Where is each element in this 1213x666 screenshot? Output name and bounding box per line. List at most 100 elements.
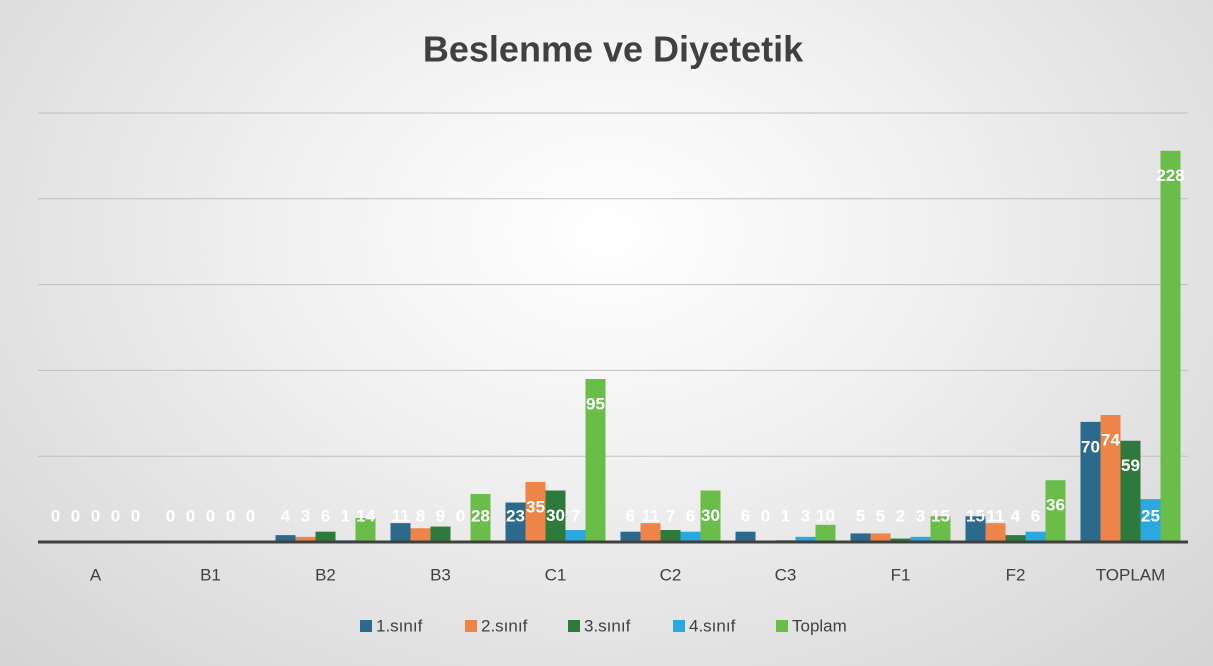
bar: [390, 523, 411, 542]
x-tick-label: C2: [660, 565, 682, 584]
bar: [870, 533, 891, 542]
data-label: 11: [987, 506, 1005, 525]
bar: [930, 516, 951, 542]
bar: [355, 517, 376, 542]
data-label: 14: [356, 506, 375, 525]
bar: [565, 529, 586, 542]
bar: [1140, 499, 1161, 542]
data-label: 0: [226, 506, 235, 525]
data-label: 0: [761, 506, 770, 525]
data-label: 0: [111, 506, 120, 525]
data-label: 15: [931, 506, 950, 525]
x-tick-label: C1: [545, 565, 567, 584]
data-label: 0: [166, 506, 175, 525]
data-label: 23: [506, 506, 525, 525]
legend-swatch: [465, 620, 477, 632]
bar: [1160, 150, 1181, 542]
legend-label: 1.sınıf: [376, 616, 423, 635]
bar: [505, 502, 526, 542]
data-label: 5: [876, 506, 885, 525]
legend-label: 4.sınıf: [689, 616, 736, 635]
data-label: 6: [741, 506, 750, 525]
data-label: 0: [206, 506, 215, 525]
data-label: 0: [51, 506, 60, 525]
data-label: 15: [966, 506, 985, 525]
data-label: 6: [1031, 506, 1040, 525]
data-label: 9: [436, 506, 445, 525]
data-label: 11: [642, 506, 660, 525]
chart-title: Beslenme ve Diyetetik: [423, 29, 804, 70]
legend-swatch: [360, 620, 372, 632]
bar: [735, 531, 756, 542]
data-label: 8: [416, 506, 425, 525]
data-label: 6: [321, 506, 330, 525]
bar: [815, 524, 836, 542]
bar: [660, 529, 681, 542]
bar: [620, 531, 641, 542]
x-tick-label: F1: [891, 565, 911, 584]
data-label: 0: [71, 506, 80, 525]
data-label: 2: [896, 506, 905, 525]
legend-swatch: [568, 620, 580, 632]
bar: [410, 528, 431, 542]
data-label: 7: [666, 506, 675, 525]
bar: [965, 516, 986, 542]
bar: [470, 493, 491, 542]
bar: [795, 536, 816, 542]
data-label: 11: [392, 506, 410, 525]
legend-label: Toplam: [792, 616, 847, 635]
legend-swatch: [776, 620, 788, 632]
data-label: 3: [801, 506, 810, 525]
bar: [1100, 415, 1121, 542]
bar: [585, 378, 606, 542]
data-label: 3: [301, 506, 310, 525]
bar: [890, 538, 911, 542]
data-label: 7: [571, 506, 580, 525]
data-label: 6: [626, 506, 635, 525]
data-label: 35: [526, 497, 545, 516]
data-label: 70: [1081, 437, 1100, 456]
data-label: 1: [341, 506, 350, 525]
data-label: 1: [781, 506, 790, 525]
bar: [1120, 440, 1141, 542]
bar: [1080, 421, 1101, 542]
data-label: 10: [816, 506, 835, 525]
bar: [275, 535, 296, 542]
data-label: 4: [281, 506, 291, 525]
data-label: 74: [1101, 431, 1120, 450]
x-tick-label: B3: [430, 565, 451, 584]
data-label: 3: [916, 506, 925, 525]
legend-label: 3.sınıf: [584, 616, 631, 635]
data-label: 0: [131, 506, 140, 525]
bar: [1045, 480, 1066, 542]
x-tick-label: A: [90, 565, 102, 584]
data-label: 0: [456, 506, 465, 525]
data-label: 0: [246, 506, 255, 525]
bar: [910, 536, 931, 542]
data-label: 5: [856, 506, 865, 525]
legend-swatch: [673, 620, 685, 632]
bar: [430, 526, 451, 542]
data-label: 30: [701, 506, 720, 525]
legend-label: 2.sınıf: [481, 616, 528, 635]
data-label: 228: [1156, 166, 1184, 185]
bar: [680, 531, 701, 542]
data-label: 0: [91, 506, 100, 525]
x-tick-label: F2: [1006, 565, 1026, 584]
bar: [700, 490, 721, 542]
data-label: 36: [1046, 496, 1065, 515]
data-label: 4: [1011, 506, 1021, 525]
bar: [545, 490, 566, 542]
bar: [640, 523, 661, 542]
data-label: 30: [546, 506, 565, 525]
data-label: 0: [186, 506, 195, 525]
bar: [850, 533, 871, 542]
bar: [295, 536, 316, 542]
data-label: 59: [1121, 456, 1140, 475]
data-label: 95: [586, 394, 605, 413]
x-tick-label: B1: [200, 565, 221, 584]
bar: [525, 481, 546, 542]
data-label: 25: [1141, 506, 1160, 525]
x-tick-label: C3: [775, 565, 797, 584]
